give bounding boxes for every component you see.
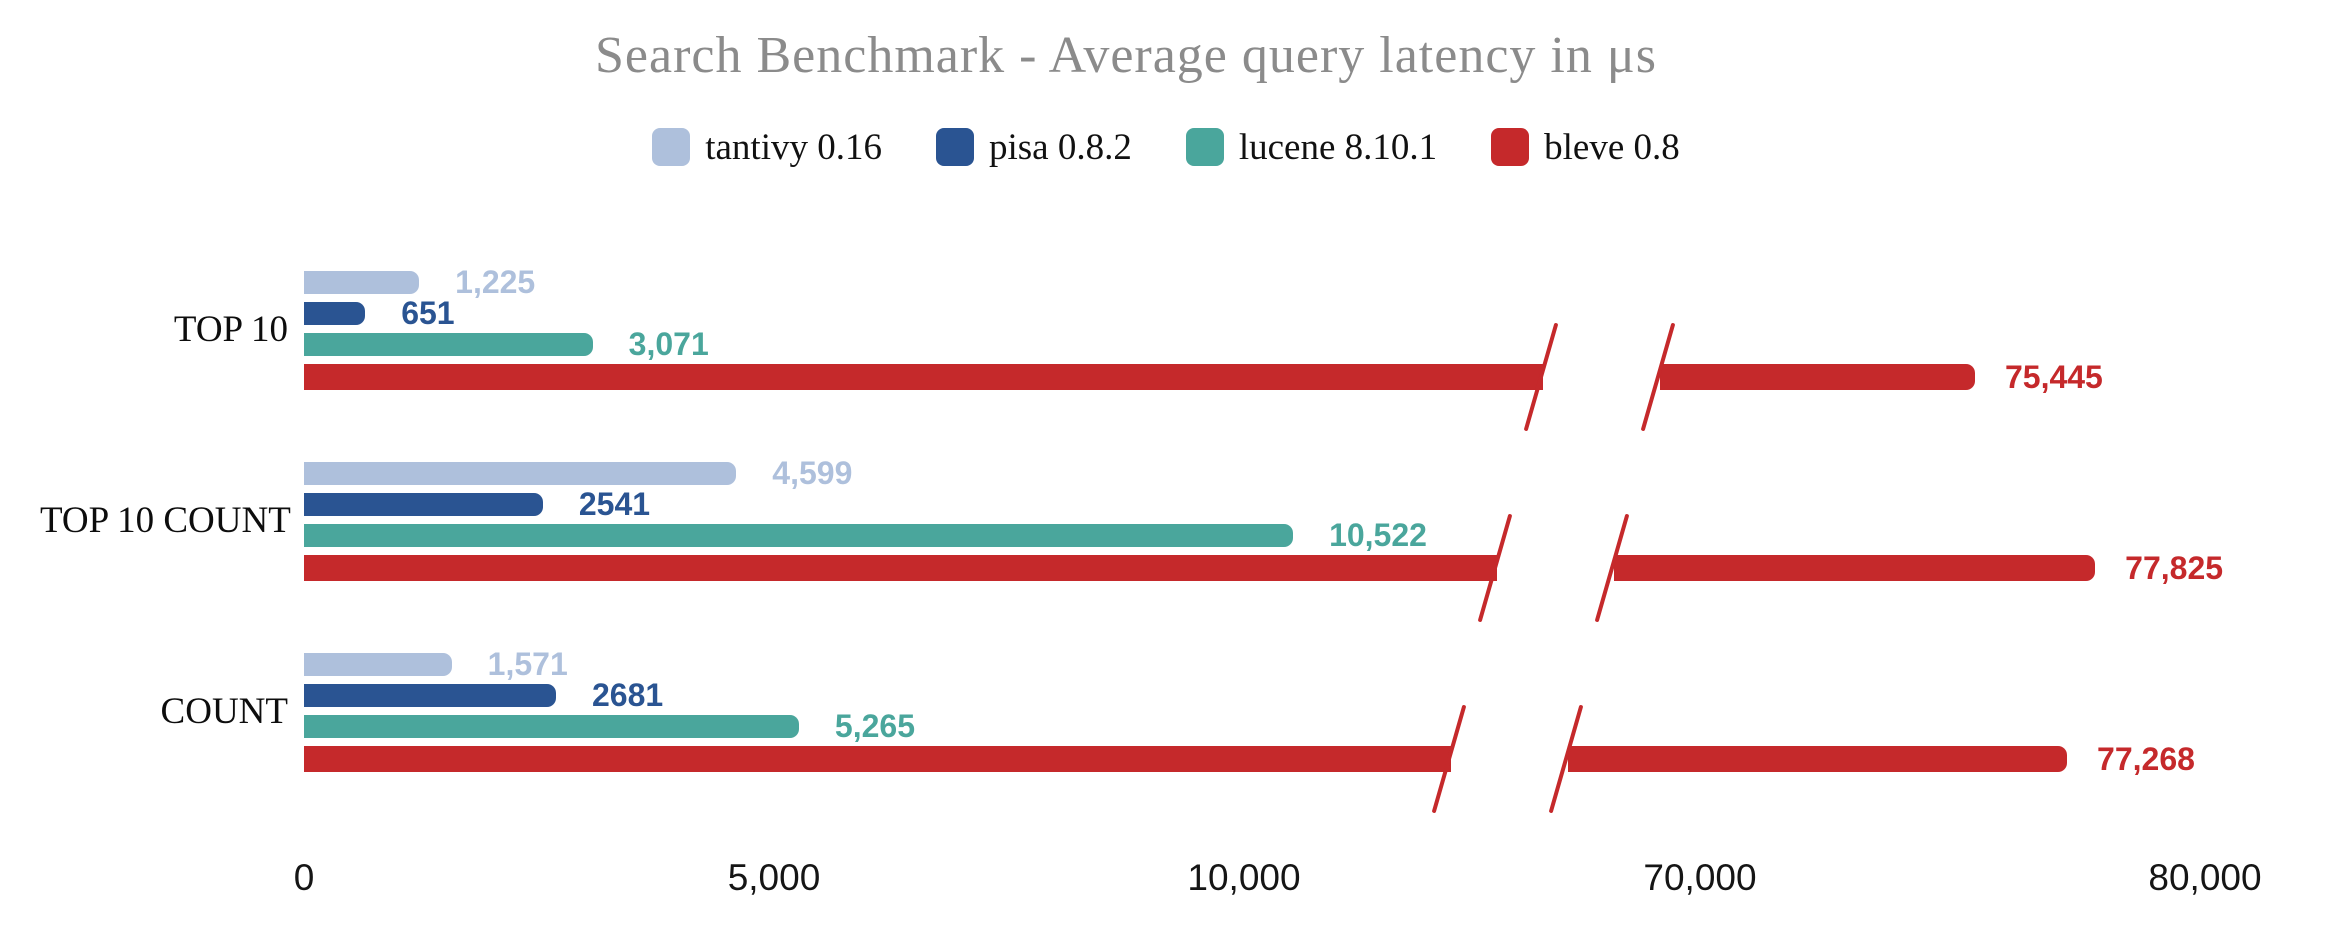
bar-value-label: 4,599	[772, 455, 853, 491]
bar-segment-left	[304, 746, 1451, 772]
bar-value-label: 75,445	[2004, 358, 2103, 395]
legend-swatch	[1491, 128, 1530, 166]
bar-segment-left	[304, 555, 1497, 581]
x-tick-label: 80,000	[2148, 857, 2262, 898]
legend-item-2[interactable]: lucene 8.10.1	[1185, 126, 1438, 168]
bar-value-label: 77,268	[2097, 740, 2195, 777]
legend: tantivy 0.16 pisa 0.8.2 lucene 8.10.1 bleve…	[0, 122, 2332, 172]
legend-swatch	[1185, 128, 1224, 166]
legend-label: bleve 0.8	[1544, 126, 1680, 168]
bar-value-label: 1,225	[455, 264, 536, 300]
bar	[304, 493, 543, 516]
x-tick-label: 10,000	[1187, 857, 1301, 898]
category-label: TOP 10	[173, 309, 288, 350]
bar-value-label: 5,265	[834, 708, 915, 744]
bar	[304, 271, 420, 294]
legend-swatch	[652, 128, 691, 166]
x-tick-label: 70,000	[1643, 857, 1757, 898]
bar	[304, 684, 556, 707]
bar	[304, 333, 593, 356]
bar	[304, 462, 737, 485]
bar-value-label: 2541	[578, 486, 651, 522]
bar-segment-right	[1614, 555, 2096, 581]
bar	[304, 715, 799, 738]
legend-swatch	[935, 128, 974, 166]
bar-value-label: 651	[401, 295, 455, 331]
x-tick-label: 0	[293, 857, 315, 898]
category-label: TOP 10 COUNT	[40, 500, 291, 541]
chart-title: Search Benchmark - Average query latency…	[595, 27, 1657, 84]
bar	[304, 524, 1294, 547]
legend-item-1[interactable]: pisa 0.8.2	[935, 126, 1132, 168]
x-tick-label: 5,000	[727, 857, 821, 898]
legend-item-3[interactable]: bleve 0.8	[1491, 128, 1680, 166]
bar-segment-right	[1568, 746, 2068, 772]
legend-label: tantivy 0.16	[705, 126, 882, 168]
bar-value-label: 1,571	[487, 646, 568, 682]
bar-value-label: 3,071	[628, 326, 709, 362]
category-label: COUNT	[160, 691, 288, 732]
bar-value-label: 2681	[592, 677, 664, 713]
bar-segment-left	[304, 364, 1543, 390]
legend-label: pisa 0.8.2	[988, 126, 1132, 168]
legend-item-0[interactable]: tantivy 0.16	[652, 128, 882, 166]
legend-label: lucene 8.10.1	[1238, 126, 1438, 168]
bar-value-label: 10,522	[1329, 517, 1427, 553]
bar-segment-right	[1660, 364, 1975, 390]
bar-value-label: 77,825	[2125, 549, 2224, 586]
bar	[304, 302, 366, 325]
bar	[304, 653, 452, 676]
